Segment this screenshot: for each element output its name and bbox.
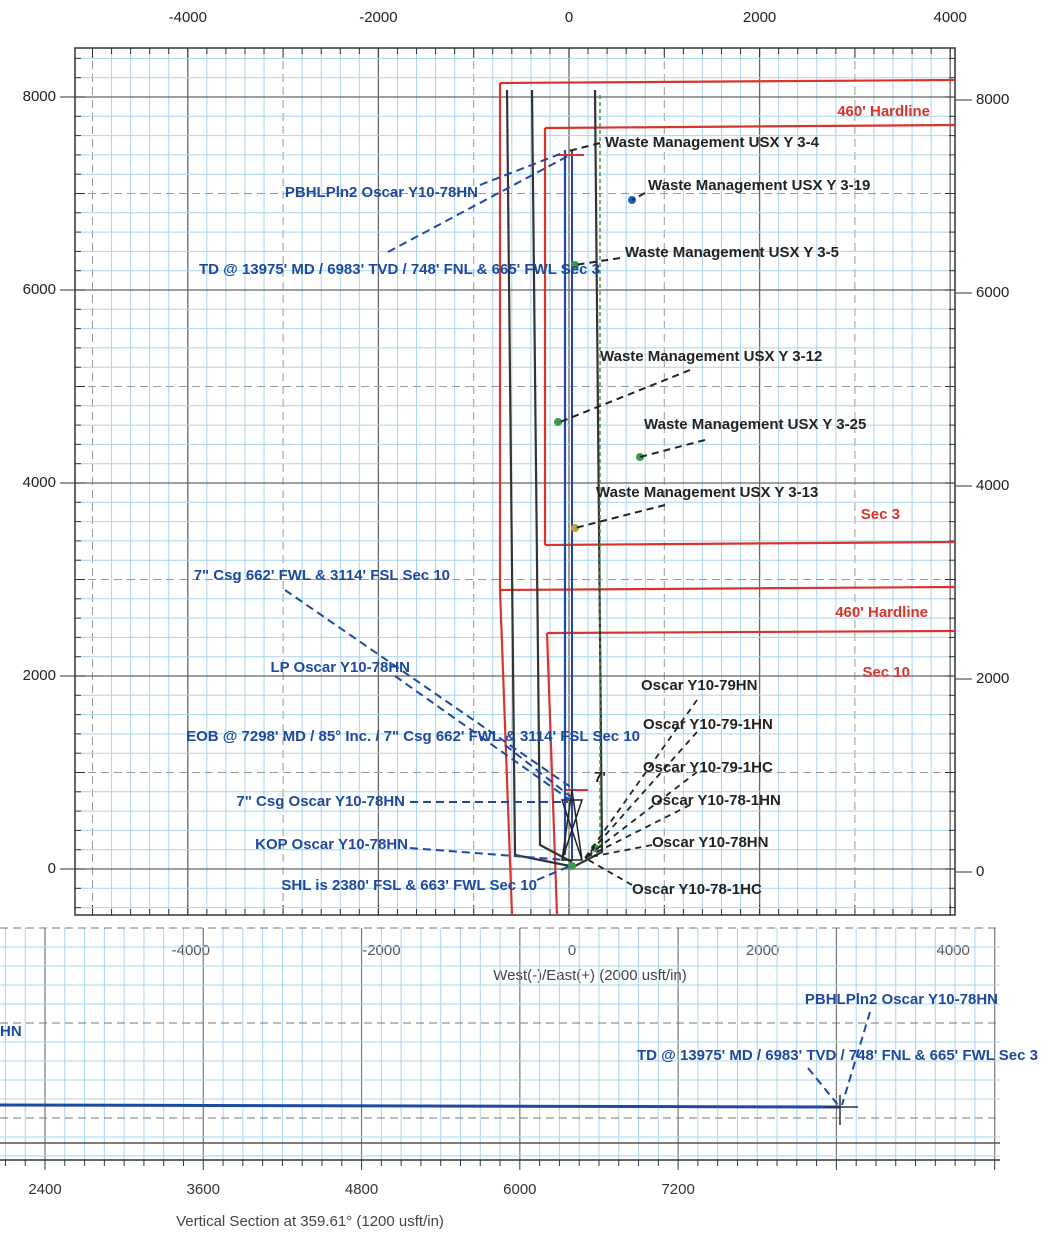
section-annotation: HN <box>0 1023 22 1040</box>
well-annotation: 7" Csg 662' FWL & 3114' FSL Sec 10 <box>194 567 450 584</box>
well-label: Waste Management USX Y 3-13 <box>596 484 818 501</box>
y-tick-label: 4000 <box>976 477 1009 494</box>
x-tick-label: -4000 <box>169 9 207 26</box>
x-tick-label: 0 <box>565 9 573 26</box>
x-tick-label: -4000 <box>172 942 210 959</box>
leader <box>387 155 569 253</box>
x-tick-label: 4000 <box>934 9 967 26</box>
y-tick-label: 4000 <box>23 474 56 491</box>
y-tick-label: 0 <box>976 863 984 880</box>
x-tick-label: 2000 <box>743 9 776 26</box>
well-annotation: KOP Oscar Y10-78HN <box>255 836 408 853</box>
leader <box>284 589 576 791</box>
y-tick-label: 2000 <box>23 667 56 684</box>
section-label: Sec 3 <box>861 506 900 523</box>
leader <box>574 504 666 529</box>
well-symbol <box>568 862 576 870</box>
y-tick-label: 2000 <box>976 670 1009 687</box>
well-label: Oscar Y10-78-1HC <box>632 881 762 898</box>
well-annotation: TD @ 13975' MD / 6983' TVD / 748' FNL & … <box>199 261 600 278</box>
plot-frame <box>74 47 956 916</box>
y-tick-label: 6000 <box>23 281 56 298</box>
well-label: Waste Management USX Y 3-12 <box>600 348 822 365</box>
leader <box>584 844 653 859</box>
y-tick-label: 0 <box>48 860 56 877</box>
leader <box>807 1067 839 1106</box>
x-tick-label: 2400 <box>28 1181 61 1198</box>
y-tick-label: 6000 <box>976 284 1009 301</box>
well-symbol <box>571 261 579 269</box>
x-tick-label: 0 <box>568 942 576 959</box>
section-line <box>499 585 956 592</box>
leader <box>564 142 601 153</box>
section-line <box>544 123 956 130</box>
y-tick-label: 8000 <box>23 88 56 105</box>
x-axis-label: West(-)/East(+) (2000 usft/in) <box>493 967 687 984</box>
section-label: Sec 10 <box>862 664 910 681</box>
well-label: Waste Management USX Y 3-19 <box>648 177 870 194</box>
wellbore <box>574 89 604 867</box>
derrick <box>560 789 584 861</box>
well-label: Waste Management USX Y 3-4 <box>605 134 820 151</box>
well-label: Oscar Y10-79-1HN <box>643 716 773 733</box>
leader <box>584 771 698 859</box>
well-label: Waste Management USX Y 3-5 <box>625 244 839 261</box>
section-label: 460' Hardline <box>835 604 928 621</box>
leader <box>504 744 576 801</box>
section-label: 460' Hardline <box>837 103 930 120</box>
leader <box>841 1011 871 1106</box>
leader <box>394 675 571 801</box>
well-annotation: SHL is 2380' FSL & 663' FWL Sec 10 <box>281 877 537 894</box>
x-tick-label: 6000 <box>503 1181 536 1198</box>
section-annotation: PBHLPln2 Oscar Y10-78HN <box>805 991 998 1008</box>
well-symbol <box>554 418 562 426</box>
well-annotation: PBHLPln2 Oscar Y10-78HN <box>285 184 478 201</box>
casing-label: 7' <box>594 769 606 786</box>
well-label: Oscar Y10-78-1HN <box>651 792 781 809</box>
well-label: Waste Management USX Y 3-25 <box>644 416 866 433</box>
leader <box>631 192 646 201</box>
well-label: Oscar Y10-79HN <box>641 677 757 694</box>
leader <box>479 151 566 186</box>
leader <box>584 857 633 886</box>
section-line <box>544 540 956 547</box>
x-tick-label: 2000 <box>746 942 779 959</box>
section-annotation: TD @ 13975' MD / 6983' TVD / 748' FNL & … <box>637 1047 1038 1064</box>
wellbore <box>530 89 573 863</box>
well-label: Oscar Y10-79-1HC <box>643 759 773 776</box>
vertical-section <box>0 1103 841 1109</box>
section-line <box>545 632 559 916</box>
well-symbol <box>636 453 644 461</box>
well-annotation: EOB @ 7298' MD / 85° Inc. / 7" Csg 662' … <box>186 728 640 745</box>
x-axis-label: Vertical Section at 359.61° (1200 usft/i… <box>176 1213 444 1230</box>
leader <box>584 804 691 859</box>
leader <box>574 257 621 266</box>
y-tick-label: 8000 <box>976 91 1009 108</box>
x-tick-label: 4000 <box>937 942 970 959</box>
leader <box>536 865 571 881</box>
x-tick-label: -2000 <box>359 9 397 26</box>
section-line <box>498 589 514 916</box>
section-line <box>499 78 956 85</box>
well-symbol <box>571 524 579 532</box>
well-annotation: 7" Csg Oscar Y10-78HN <box>236 793 405 810</box>
well-label: Oscar Y10-78HN <box>652 834 768 851</box>
wellbore <box>505 89 571 868</box>
x-tick-label: 4800 <box>345 1181 378 1198</box>
well-annotation: LP Oscar Y10-78HN <box>270 659 410 676</box>
section-line <box>546 629 956 635</box>
x-tick-label: 3600 <box>187 1181 220 1198</box>
x-tick-label: 7200 <box>661 1181 694 1198</box>
